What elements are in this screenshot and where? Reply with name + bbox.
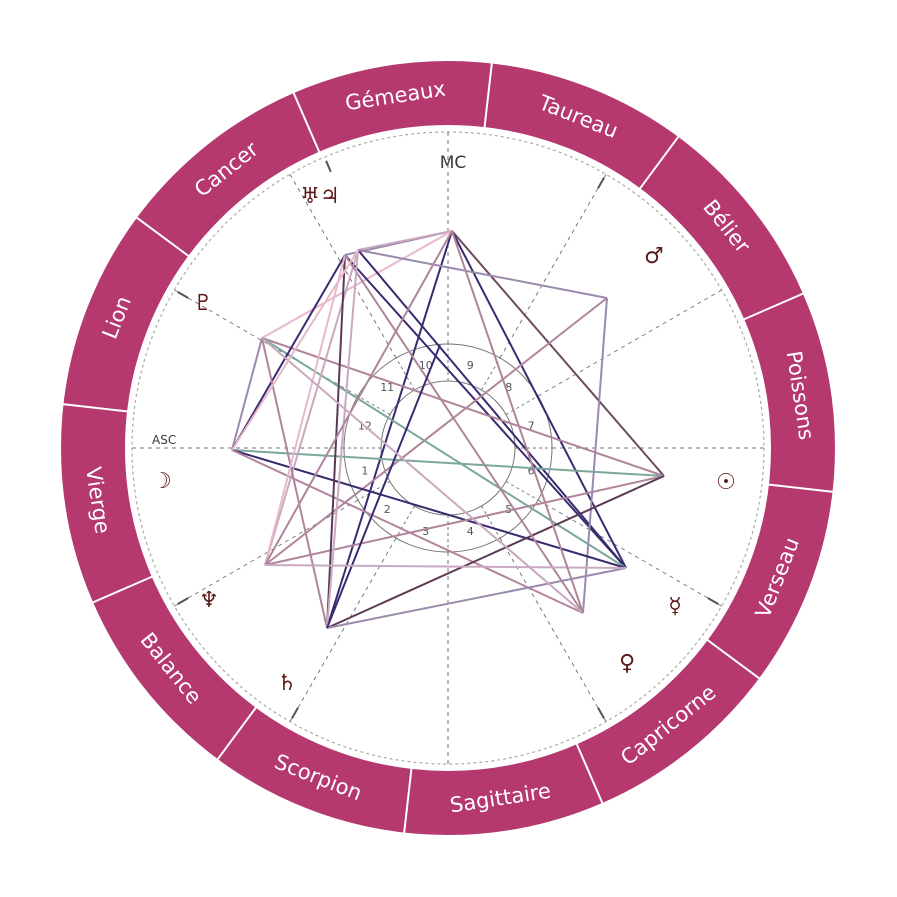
ring-dividers (61, 61, 835, 835)
tick-marks (177, 160, 719, 719)
house-spoke (505, 481, 539, 501)
ring-divider (705, 638, 762, 681)
sun-glyph: ☉ (716, 470, 736, 495)
aspect-line (344, 254, 627, 569)
aspect-line (261, 337, 584, 614)
house-number-9: 9 (467, 359, 474, 372)
aspect-line (264, 297, 608, 566)
aspect-line (326, 475, 665, 629)
aspect-line (231, 249, 359, 451)
aspect-line (451, 230, 584, 614)
tick-mark (707, 597, 719, 605)
tick-mark (325, 160, 332, 173)
ring-divider (215, 705, 258, 762)
tick-mark (177, 291, 189, 299)
ring-divider (483, 61, 494, 130)
house-number-4: 4 (467, 525, 474, 538)
ring-divider (90, 575, 155, 605)
aspect-line (326, 567, 627, 629)
mercury-glyph: ☿ (668, 594, 682, 619)
tick-mark (177, 597, 189, 605)
neptune-glyph: ♆ (199, 588, 219, 613)
house-cusp-line (499, 537, 607, 722)
tick-mark (597, 707, 605, 719)
tick-mark (291, 707, 299, 719)
ring-divider (134, 215, 191, 258)
house-spoke (481, 505, 501, 539)
aspect-line (264, 254, 346, 566)
aspect-line (326, 344, 441, 629)
aspect-line (264, 230, 453, 566)
house-spoke (357, 395, 391, 415)
aspect-line (261, 337, 627, 569)
asc-label: ASC (152, 433, 176, 447)
house-cusp-line (174, 499, 359, 607)
house-number-6: 6 (528, 464, 535, 477)
aspect-line (357, 249, 608, 299)
aspect-line (231, 449, 665, 477)
zodiac-ring (61, 61, 835, 835)
aspect-lines (231, 230, 665, 629)
tick-mark (597, 177, 605, 189)
house-number-11: 11 (380, 381, 394, 394)
house-spoke (505, 395, 539, 415)
aspect-line (357, 230, 453, 251)
ring-divider (638, 134, 681, 191)
aspect-line (344, 254, 584, 614)
house-number-5: 5 (505, 503, 512, 516)
house-cusp-line (537, 499, 722, 607)
aspect-line (451, 230, 627, 569)
saturn-glyph: ♄ (277, 671, 297, 696)
ring-divider (291, 90, 321, 155)
mars-glyph: ♂ (644, 244, 664, 269)
pluto-glyph: ♇ (193, 291, 213, 316)
house-spoke (395, 357, 415, 391)
house-spoke (395, 505, 415, 539)
house-cusp-line (289, 537, 397, 722)
house-cusp-line (537, 289, 722, 397)
house-cusp-line (499, 174, 607, 359)
aspect-line (261, 230, 453, 339)
house-number-8: 8 (505, 381, 512, 394)
house-number-2: 2 (384, 503, 391, 516)
aspect-line (231, 254, 346, 451)
house-number-1: 1 (361, 464, 368, 477)
house-number-3: 3 (422, 525, 429, 538)
ring-divider (61, 402, 130, 413)
ring-divider (766, 483, 835, 494)
uranus-jupiter-glyph: ♅♃ (300, 184, 339, 209)
aspect-line (261, 337, 665, 477)
aspect-line (231, 337, 263, 451)
house-outer-circle (343, 343, 553, 553)
mc-label: MC (440, 153, 467, 173)
venus-glyph: ♀ (619, 651, 635, 676)
ring-divider (402, 766, 413, 835)
aspect-line (582, 297, 608, 614)
house-number-10: 10 (419, 359, 433, 372)
ring-divider (741, 291, 806, 321)
ring-divider (575, 741, 605, 806)
inner-field-border (131, 131, 765, 765)
house-number-7: 7 (528, 420, 535, 433)
aspect-line (264, 564, 627, 569)
aspect-line (451, 230, 665, 477)
aspect-line (357, 249, 627, 569)
moon-glyph: ☽ (152, 469, 172, 494)
aspect-line (326, 230, 453, 629)
